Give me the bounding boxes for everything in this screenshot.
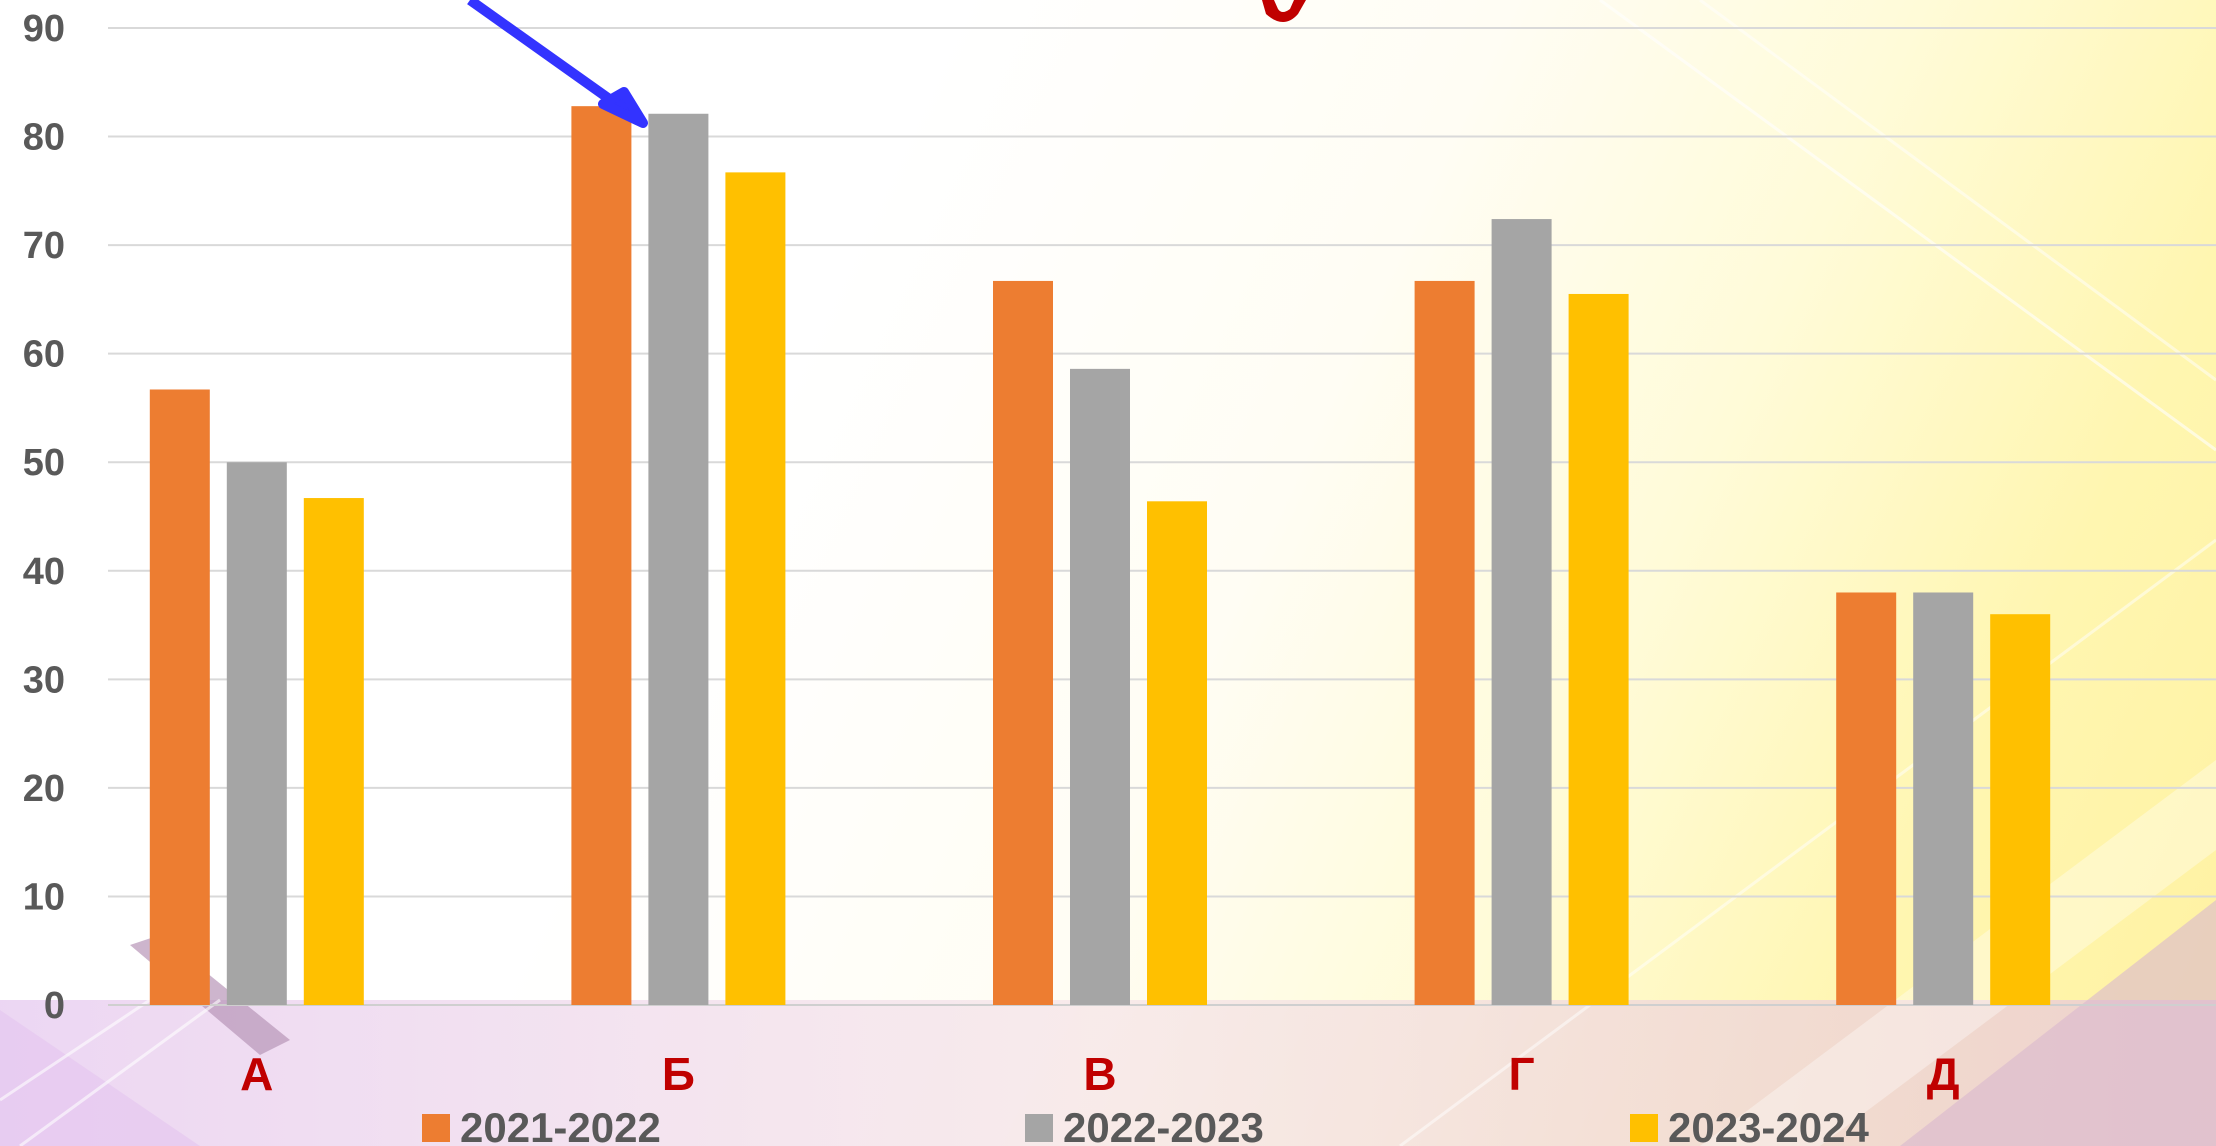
legend: 2021-2022 2022-2023 2023-2024 [422,1104,1869,1146]
bar-4-2021-2022 [1414,280,1475,1005]
y-tick-label: 0 [44,985,65,1027]
bar-3-2022-2023 [1070,368,1130,1005]
bars [149,106,2051,1005]
arrow-shaft [467,0,625,113]
x-category-label: Г [1509,1048,1535,1100]
legend-label: 2023-2024 [1668,1104,1869,1146]
y-tick-label: 40 [23,551,65,593]
x-axis-categories: А Б В Г Д [240,1048,1959,1100]
bar-1-2022-2023 [226,462,287,1005]
bar-2-2023-2024 [725,172,786,1005]
x-category-label: А [240,1048,273,1100]
bar-1-2021-2022 [149,389,210,1005]
y-axis-ticks: 0 10 20 30 40 50 60 70 80 90 [23,8,65,1027]
y-tick-label: 80 [23,117,65,159]
legend-swatch [1630,1114,1658,1142]
x-category-label: Б [662,1048,695,1100]
y-tick-label: 90 [23,8,65,50]
y-tick-label: 70 [23,225,65,267]
bar-5-2022-2023 [1913,592,1974,1005]
bar-2-2021-2022 [571,106,632,1005]
y-tick-label: 30 [23,659,65,701]
bar-4-2022-2023 [1491,219,1552,1005]
x-category-label: В [1083,1048,1116,1100]
bar-3-2021-2022 [993,280,1053,1005]
y-tick-label: 50 [23,442,65,484]
bar-4-2023-2024 [1568,293,1629,1005]
annotation-arrow [467,0,648,128]
legend-label: 2021-2022 [460,1104,661,1146]
legend-swatch [1025,1114,1053,1142]
y-tick-label: 10 [23,876,65,918]
bar-5-2021-2022 [1836,592,1897,1005]
bar-3-2023-2024 [1147,501,1207,1005]
arrow-head [598,87,648,128]
x-category-label: Д [1927,1048,1960,1100]
title-fragment [1262,0,1306,22]
bar-1-2023-2024 [303,498,364,1005]
bar-5-2023-2024 [1990,614,2051,1005]
bar-2-2022-2023 [648,113,709,1005]
y-tick-label: 20 [23,768,65,810]
legend-label: 2022-2023 [1063,1104,1264,1146]
legend-swatch [422,1114,450,1142]
y-tick-label: 60 [23,334,65,376]
